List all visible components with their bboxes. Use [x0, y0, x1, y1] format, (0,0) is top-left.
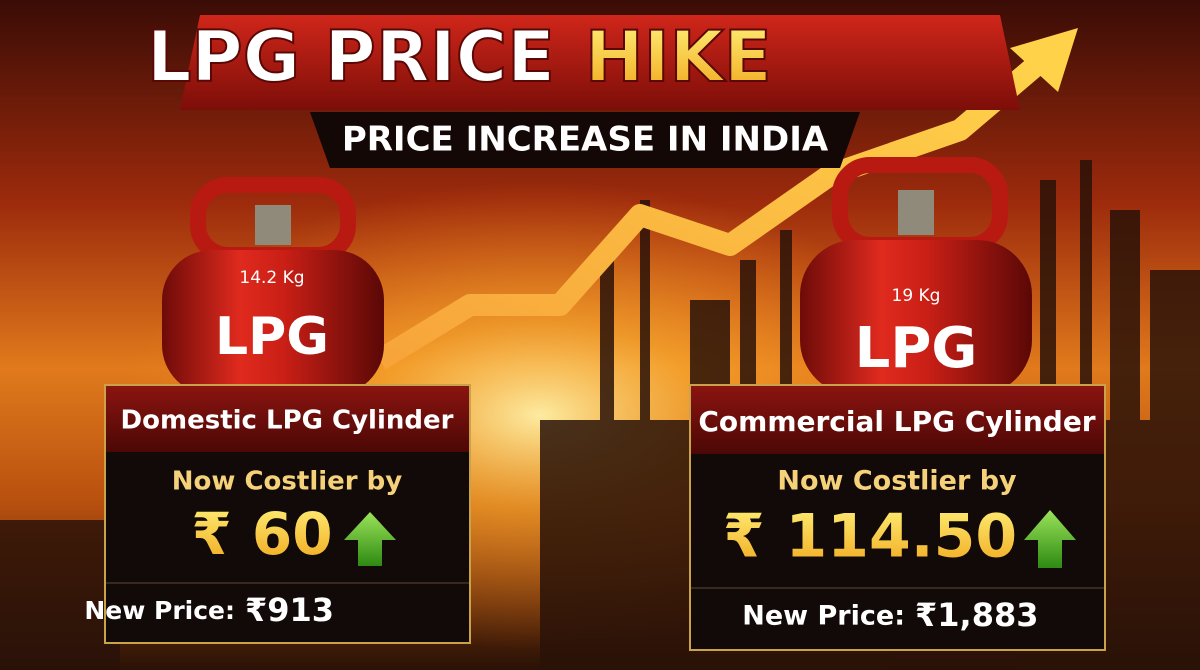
- subtitle-banner: [310, 112, 860, 168]
- title-highlight: HIKE: [585, 16, 772, 98]
- card-caption: Now Costlier by: [777, 466, 1017, 497]
- cylinder-left: 14.2 Kg LPG: [162, 177, 384, 395]
- title-banner: [180, 15, 1020, 110]
- subtitle: PRICE INCREASE IN INDIA: [342, 120, 829, 160]
- card-title: Commercial LPG Cylinder: [698, 405, 1095, 438]
- card-title: Domestic LPG Cylinder: [121, 406, 454, 436]
- cylinder-label: LPG: [215, 307, 329, 367]
- title: LPG PRICE: [147, 16, 555, 98]
- price-increase: ₹ 60: [191, 500, 332, 568]
- cylinder-weight: 19 Kg: [892, 286, 941, 306]
- new-price-label: New Price:: [84, 596, 235, 625]
- card-commercial: Commercial LPG Cylinder Now Costlier by …: [689, 384, 1106, 651]
- price-increase: ₹ 114.50: [723, 502, 1017, 572]
- new-price: ₹1,883: [915, 596, 1038, 634]
- trend-arrowhead: [1010, 28, 1078, 92]
- card-domestic: Domestic LPG Cylinder Now Costlier by ₹ …: [84, 384, 471, 644]
- up-arrow: [1024, 510, 1076, 568]
- new-price-label: New Price:: [742, 601, 905, 632]
- cylinder-weight: 14.2 Kg: [239, 268, 304, 288]
- trend-arrow: [374, 53, 1048, 370]
- card-caption: Now Costlier by: [172, 467, 402, 497]
- cylinder-label: LPG: [855, 316, 978, 381]
- cylinder-right: 19 Kg LPG: [800, 157, 1032, 395]
- new-price: ₹913: [245, 591, 334, 629]
- up-arrow: [344, 512, 396, 566]
